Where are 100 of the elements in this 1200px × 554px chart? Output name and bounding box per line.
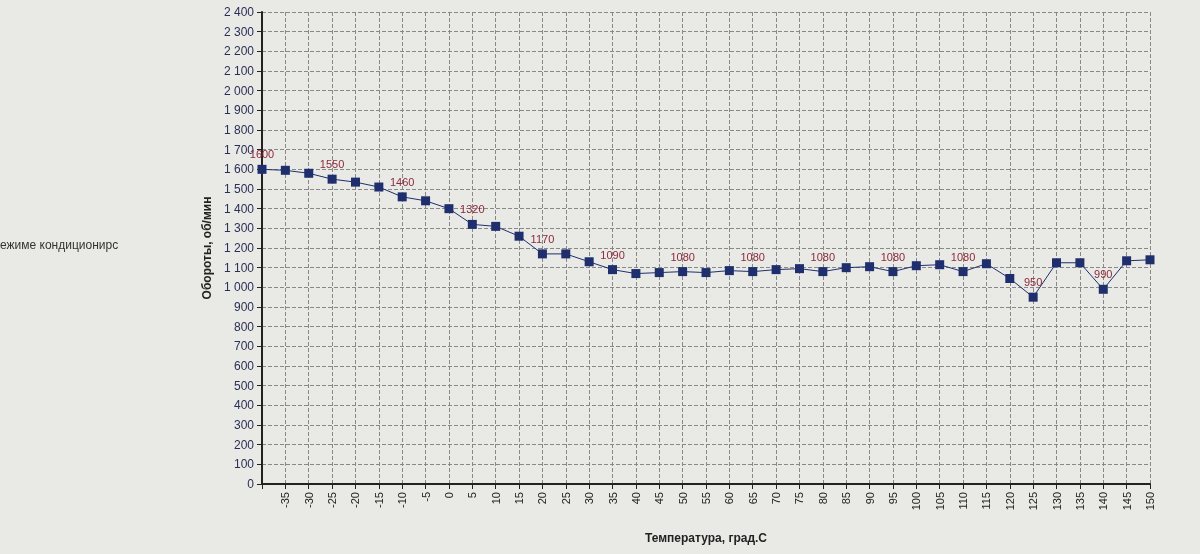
data-label: 1550	[319, 158, 345, 171]
y-tick-label: 1 800	[223, 123, 255, 137]
point	[841, 263, 851, 273]
point	[794, 264, 804, 274]
point	[654, 268, 664, 278]
point	[1122, 256, 1132, 266]
data-label: 1080	[880, 250, 906, 263]
y-tick-label: 2 300	[223, 24, 255, 39]
x-tick-label: 30	[583, 492, 596, 505]
x-tick-label: 20	[536, 492, 549, 505]
x-tick-label: 5	[466, 492, 479, 499]
point	[678, 267, 688, 277]
point	[958, 267, 968, 277]
y-tick-label: 1 300	[223, 221, 255, 236]
x-tick-label: 40	[629, 492, 642, 505]
y-tick-label: 2 400	[223, 5, 255, 19]
x-tick-label: 110	[957, 492, 970, 510]
x-tick-label: 140	[1097, 492, 1110, 511]
point	[935, 260, 945, 270]
point	[748, 267, 758, 277]
y-tick-label: 400	[233, 398, 255, 413]
point	[631, 269, 641, 279]
point	[1075, 258, 1085, 268]
point	[1145, 255, 1155, 265]
y-tick-label: 700	[233, 339, 255, 354]
x-tick-label: 65	[746, 492, 759, 505]
point	[888, 267, 898, 277]
point	[701, 268, 711, 278]
point	[1098, 284, 1108, 294]
y-tick-label: 1 400	[223, 201, 255, 216]
point	[1028, 292, 1038, 302]
x-tick-label: 105	[933, 492, 946, 511]
x-tick-label: 115	[980, 492, 993, 510]
y-tick-label: 1 100	[223, 260, 255, 275]
point	[514, 231, 524, 241]
point	[467, 219, 477, 229]
x-tick-label: 0	[442, 492, 455, 499]
x-tick-label: -35	[279, 492, 292, 508]
y-tick-label: 200	[233, 437, 255, 452]
text: ежиме кондиционирс	[0, 238, 119, 252]
point	[818, 267, 828, 277]
point	[771, 265, 781, 275]
x-axis-title: Температура, град.С	[644, 531, 768, 545]
x-tick-label: 75	[793, 492, 806, 505]
x-tick-label: 150	[1144, 492, 1156, 511]
point	[584, 257, 594, 267]
point	[421, 196, 431, 206]
data-label: 950	[1023, 276, 1043, 289]
x-tick-label: -20	[349, 492, 362, 508]
point	[327, 174, 337, 184]
point	[257, 164, 267, 174]
point	[561, 249, 571, 259]
point	[1005, 273, 1015, 283]
x-tick-label: -5	[419, 492, 432, 502]
data-label: 1460	[389, 175, 415, 188]
y-tick-label: 1 200	[223, 241, 255, 255]
point	[444, 204, 454, 214]
y-tick-label: 1 900	[223, 103, 255, 118]
y-tick-label: 2 200	[223, 44, 255, 59]
x-tick-label: -25	[326, 492, 339, 508]
point	[865, 262, 875, 272]
y-tick-label: 1 600	[223, 162, 255, 177]
data-label: 1170	[530, 232, 555, 245]
y-tick-label: 1 000	[223, 280, 255, 295]
data-label: 1080	[810, 250, 836, 263]
x-tick-label: -30	[302, 492, 315, 508]
x-tick-label: 60	[723, 492, 736, 505]
x-tick-label: 10	[489, 492, 502, 505]
x-tick-label: 120	[1003, 492, 1016, 511]
x-tick-label: 35	[606, 492, 619, 505]
data-label: 1080	[670, 250, 695, 263]
x-tick-label: 50	[676, 492, 689, 505]
point	[537, 249, 547, 259]
point	[981, 259, 991, 269]
x-tick-label: 125	[1027, 492, 1040, 511]
data-label: 1320	[460, 203, 485, 216]
data-label: 990	[1094, 268, 1113, 281]
x-tick-label: 70	[770, 492, 783, 505]
y-tick-label: 2 100	[223, 64, 255, 78]
point	[911, 261, 921, 271]
y-tick-label: 1 500	[223, 182, 255, 196]
x-tick-label: 130	[1050, 492, 1063, 511]
data-label: 1080	[950, 250, 976, 263]
y-axis-title: Обороты, об/мин	[200, 196, 215, 300]
x-tick-label: -10	[396, 492, 409, 508]
point	[724, 266, 734, 276]
point	[1052, 258, 1062, 268]
y-tick-label: 800	[233, 319, 255, 334]
point	[397, 192, 407, 202]
x-tick-label: 25	[559, 492, 572, 505]
x-tick-label: 95	[886, 492, 899, 505]
y-tick-label: 300	[233, 418, 255, 432]
y-tick-label: 900	[233, 300, 255, 314]
y-tick-label: 2 000	[223, 83, 255, 98]
point	[280, 165, 290, 175]
y-tick-label: 600	[233, 359, 255, 373]
x-tick-label: 55	[700, 492, 712, 505]
point	[491, 221, 501, 231]
x-tick-label: 80	[816, 492, 829, 505]
point	[374, 182, 384, 192]
